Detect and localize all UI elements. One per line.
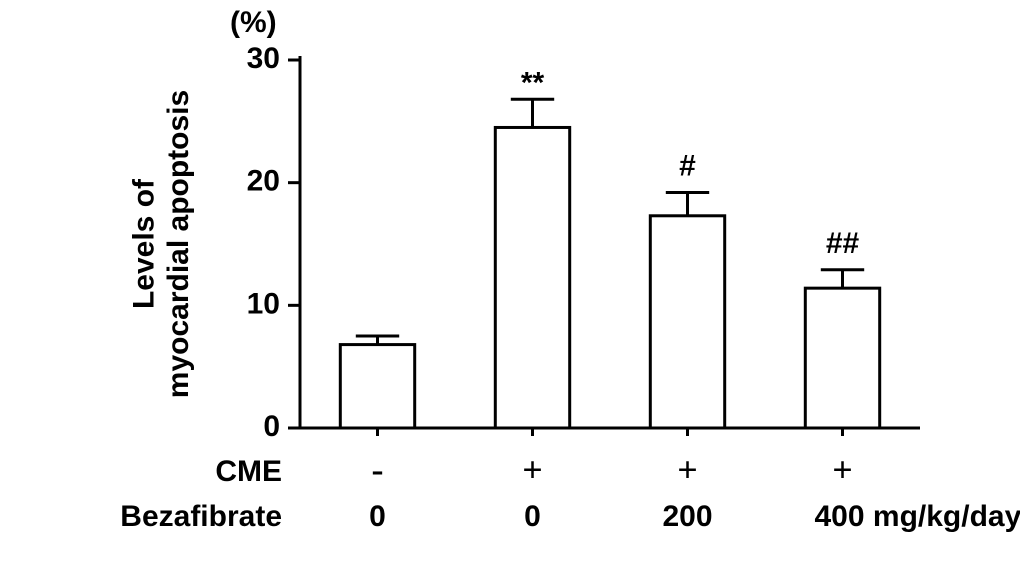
svg-text:##: ## <box>826 227 860 260</box>
svg-text:10: 10 <box>247 287 280 320</box>
svg-text:200: 200 <box>662 500 712 533</box>
svg-text:30: 30 <box>247 42 280 75</box>
chart-svg: 0102030(%)Levels ofmyocardial apoptosis*… <box>0 0 1020 565</box>
svg-text:20: 20 <box>247 165 280 198</box>
svg-text:0: 0 <box>369 500 386 533</box>
svg-text:Bezafibrate: Bezafibrate <box>120 500 282 533</box>
svg-text:**: ** <box>521 66 545 99</box>
svg-text:0: 0 <box>263 410 280 443</box>
svg-text:400 mg/kg/day: 400 mg/kg/day <box>815 500 1020 533</box>
svg-text:+: + <box>677 449 698 489</box>
svg-text:0: 0 <box>524 500 541 533</box>
svg-text:CME: CME <box>215 455 282 488</box>
svg-text:-: - <box>372 449 384 489</box>
svg-text:+: + <box>522 449 543 489</box>
apoptosis-bar-chart: 0102030(%)Levels ofmyocardial apoptosis*… <box>0 0 1020 565</box>
svg-text:#: # <box>679 149 696 182</box>
svg-text:+: + <box>832 449 853 489</box>
svg-text:(%): (%) <box>230 6 277 39</box>
